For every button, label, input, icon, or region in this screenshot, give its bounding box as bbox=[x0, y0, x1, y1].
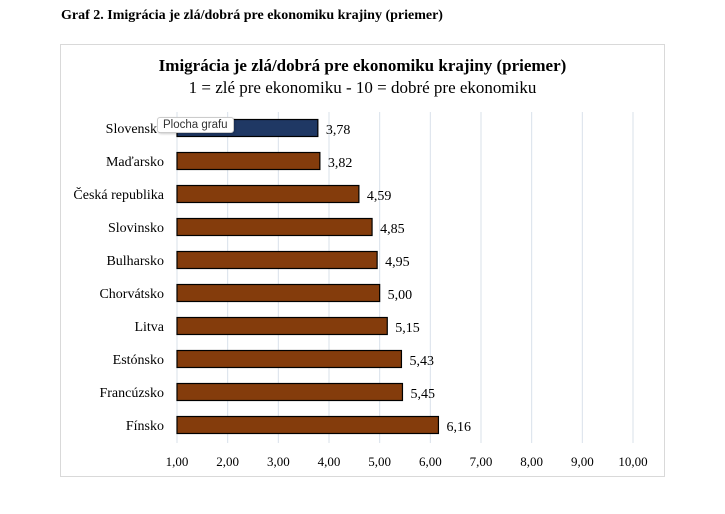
x-tick-label: 3,00 bbox=[267, 454, 290, 469]
chart-subtitle: 1 = zlé pre ekonomiku - 10 = dobré pre e… bbox=[188, 78, 537, 97]
x-tick-label: 1,00 bbox=[166, 454, 189, 469]
data-label: 4,59 bbox=[367, 189, 392, 204]
x-tick-label: 10,00 bbox=[618, 454, 647, 469]
category-label: Francúzsko bbox=[99, 386, 164, 401]
bar bbox=[176, 184, 360, 204]
x-tick-label: 8,00 bbox=[520, 454, 543, 469]
category-label: Bulharsko bbox=[106, 254, 164, 269]
category-label: Fínsko bbox=[126, 419, 164, 434]
data-label: 4,95 bbox=[385, 255, 410, 270]
bar bbox=[176, 250, 378, 270]
category-label: Chorvátsko bbox=[99, 287, 164, 302]
tooltip: Plocha grafu bbox=[157, 117, 234, 133]
category-label: Slovensko bbox=[106, 122, 164, 137]
data-label: 6,16 bbox=[446, 420, 471, 435]
chart-area[interactable] bbox=[60, 44, 665, 477]
bar bbox=[176, 316, 388, 336]
x-tick-label: 6,00 bbox=[419, 454, 442, 469]
category-label: Česká republika bbox=[73, 186, 164, 203]
x-tick-label: 9,00 bbox=[571, 454, 594, 469]
bar bbox=[176, 217, 373, 237]
bar bbox=[176, 349, 403, 369]
data-label: 5,45 bbox=[410, 387, 435, 402]
x-tick-label: 4,00 bbox=[318, 454, 341, 469]
category-label: Litva bbox=[134, 320, 164, 335]
figure-caption: Graf 2. Imigrácia je zlá/dobrá pre ekono… bbox=[61, 8, 443, 23]
data-label: 5,43 bbox=[409, 354, 434, 369]
data-label: 5,15 bbox=[395, 321, 420, 336]
data-label: 5,00 bbox=[388, 288, 413, 303]
bar bbox=[176, 382, 404, 402]
bar bbox=[176, 415, 440, 435]
x-tick-label: 2,00 bbox=[216, 454, 239, 469]
x-tick-label: 7,00 bbox=[470, 454, 493, 469]
category-label: Estónsko bbox=[113, 353, 164, 368]
category-label: Maďarsko bbox=[106, 155, 164, 170]
data-label: 4,85 bbox=[380, 222, 405, 237]
data-label: 3,78 bbox=[326, 123, 351, 138]
x-tick-label: 5,00 bbox=[368, 454, 391, 469]
data-label: 3,82 bbox=[328, 156, 353, 171]
category-label: Slovinsko bbox=[108, 221, 164, 236]
bar bbox=[176, 151, 321, 171]
chart-title: Imigrácia je zlá/dobrá pre ekonomiku kra… bbox=[158, 56, 567, 75]
bar bbox=[176, 283, 381, 303]
